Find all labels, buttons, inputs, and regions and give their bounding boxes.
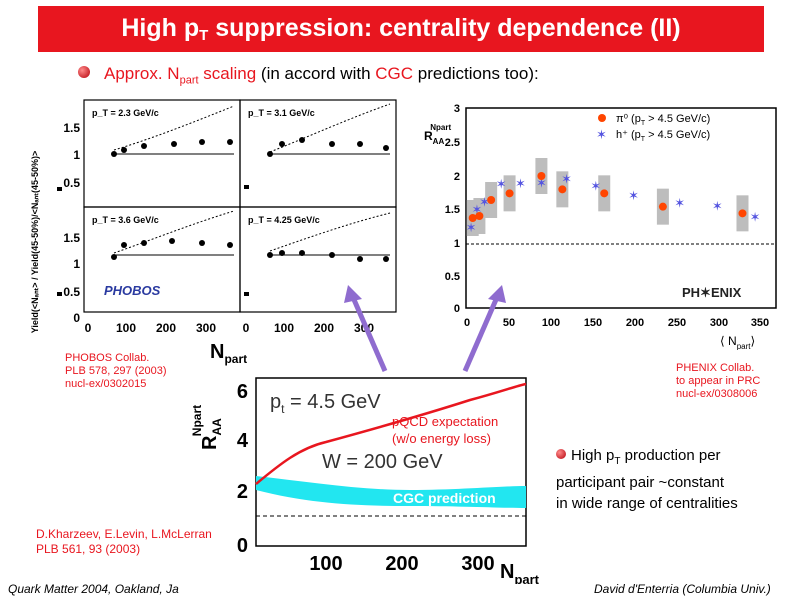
phenix-hplus-point: ✶ xyxy=(536,175,547,190)
svg-text:0: 0 xyxy=(243,321,250,335)
svg-text:1: 1 xyxy=(73,257,80,271)
svg-text:100: 100 xyxy=(274,321,294,335)
svg-text:300: 300 xyxy=(710,317,728,329)
footer-author: David d'Enterria (Columbia Univ.) xyxy=(594,582,771,596)
svg-text:300: 300 xyxy=(196,321,216,335)
phenix-hplus-point: ✶ xyxy=(712,199,723,214)
phenix-legend-pi0: π⁰ (pT > 4.5 GeV/c) xyxy=(616,113,710,127)
phenix-pi0-point xyxy=(600,189,609,198)
svg-text:100: 100 xyxy=(542,317,560,329)
phenix-hplus-point: ✶ xyxy=(561,171,572,186)
svg-text:2: 2 xyxy=(237,481,248,503)
svg-text:6: 6 xyxy=(237,381,248,403)
phenix-legend-hplus: h⁺ (pT > 4.5 GeV/c) xyxy=(616,129,710,143)
phenix-citation: PHENIX Collab. to appear in PRC nucl-ex/03… xyxy=(676,362,761,400)
cgc-ylabel: RAANpart xyxy=(190,405,224,450)
phenix-pi0-point xyxy=(537,172,546,180)
svg-text:100: 100 xyxy=(116,321,136,335)
svg-text:200: 200 xyxy=(385,553,418,575)
cgc-citation: D.Kharzeev, E.Levin, L.McLerran PLB 561, … xyxy=(36,527,212,556)
phenix-pi0-point xyxy=(475,212,484,220)
phenix-hplus-point: ✶ xyxy=(628,188,639,203)
phenix-hplus-point: ✶ xyxy=(750,209,761,224)
phobos-panel-3: p_T = 3.6 GeV/c PHOBOS xyxy=(83,206,241,313)
pqcd-curve xyxy=(255,382,527,485)
footer-conference: Quark Matter 2004, Oakland, Ja xyxy=(8,582,179,596)
svg-text:1: 1 xyxy=(454,238,460,250)
phenix-hplus-point: ✶ xyxy=(479,195,490,210)
cgc-band xyxy=(256,476,526,508)
svg-text:0.5: 0.5 xyxy=(445,271,460,283)
phenix-hplus-point: ✶ xyxy=(471,202,482,217)
phenix-ylabel: RAANpart xyxy=(424,123,451,146)
svg-text:p_T = 2.3 GeV/c: p_T = 2.3 GeV/c xyxy=(92,108,159,118)
phenix-hplus-point: ✶ xyxy=(515,176,526,191)
phenix-figure: RAANpart 3 2.5 2 1.5 1 0.5 0 0 50 100 15… xyxy=(424,103,777,350)
cgc-figure: RAANpart 6 4 2 0 100 200 300 Npart pt = … xyxy=(190,377,540,584)
svg-text:300: 300 xyxy=(461,553,494,575)
svg-text:4: 4 xyxy=(237,430,249,452)
phobos-panel-2: p_T = 3.1 GeV/c xyxy=(239,99,397,208)
phenix-pi0-point xyxy=(658,202,667,211)
phenix-logo: PH✶ENIX xyxy=(682,285,742,300)
cgc-xlabel: Npart xyxy=(500,561,540,584)
svg-text:0: 0 xyxy=(85,321,92,335)
phobos-figure: Yield(<Nₐₙₜ> / Yield(45-50%)/<Nₐₙₜ(45-50… xyxy=(30,99,397,366)
phenix-pi0-point xyxy=(468,214,477,222)
phenix-pi0-point xyxy=(487,196,496,204)
svg-text:1.5: 1.5 xyxy=(445,204,460,216)
cgc-pt-label: pt = 4.5 GeV xyxy=(270,391,381,416)
svg-text:150: 150 xyxy=(584,317,602,329)
svg-text:1: 1 xyxy=(73,148,80,162)
svg-text:200: 200 xyxy=(156,321,176,335)
svg-text:0: 0 xyxy=(73,311,80,325)
svg-text:p_T = 3.6 GeV/c: p_T = 3.6 GeV/c xyxy=(92,215,159,225)
phobos-ylabel: Yield(<Nₐₙₜ> / Yield(45-50%)/<Nₐₙₜ(45-50… xyxy=(30,151,40,334)
svg-text:0.5: 0.5 xyxy=(63,285,80,299)
svg-text:200: 200 xyxy=(626,317,644,329)
phenix-pi0-point xyxy=(738,209,747,218)
note-bullet-icon xyxy=(556,449,566,459)
phenix-pi0-point xyxy=(558,185,567,194)
svg-text:0: 0 xyxy=(464,317,470,329)
svg-text:2.5: 2.5 xyxy=(445,137,460,149)
phobos-panel-1: p_T = 2.3 GeV/c xyxy=(83,99,241,208)
phenix-hplus-point: ✶ xyxy=(674,195,685,210)
phenix-hplus-point: ✶ xyxy=(496,177,507,192)
svg-text:p_T = 3.1 GeV/c: p_T = 3.1 GeV/c xyxy=(248,108,315,118)
main-bullet: Approx. Npart scaling (in accord with CG… xyxy=(78,64,539,86)
svg-text:1.5: 1.5 xyxy=(63,231,80,245)
svg-text:0.5: 0.5 xyxy=(63,176,80,190)
phenix-pi0-point xyxy=(505,189,514,198)
cgc-w-label: W = 200 GeV xyxy=(322,451,443,473)
svg-text:1.5: 1.5 xyxy=(63,121,80,135)
pointer-arrows xyxy=(344,285,506,372)
svg-text:3: 3 xyxy=(454,103,460,115)
svg-text:2: 2 xyxy=(454,171,460,183)
conclusion-note: High pT production per participant pair … xyxy=(556,447,738,512)
svg-text:p_T = 4.25 GeV/c: p_T = 4.25 GeV/c xyxy=(248,215,320,225)
phobos-logo: PHOBOS xyxy=(104,283,161,298)
svg-text:0: 0 xyxy=(237,535,248,557)
phobos-xlabel: Npart xyxy=(210,341,247,366)
slide-title: High pT suppression: centrality dependen… xyxy=(38,6,764,52)
svg-text:250: 250 xyxy=(668,317,686,329)
bullet-icon xyxy=(78,66,90,78)
svg-text:200: 200 xyxy=(314,321,334,335)
pqcd-label-2: (w/o energy loss) xyxy=(392,431,491,446)
svg-text:✶: ✶ xyxy=(596,127,607,142)
pqcd-label-1: pQCD expectation xyxy=(392,414,498,429)
phenix-data-points: ✶✶✶✶ ✶ ✶ ✶ ✶✶ ✶ ✶✶ xyxy=(466,158,761,236)
phobos-citation: PHOBOS Collab. PLB 578, 297 (2003) nucl-ex… xyxy=(65,352,167,390)
svg-text:100: 100 xyxy=(309,553,342,575)
cgc-prediction-label: CGC prediction xyxy=(393,490,496,506)
phenix-hplus-point: ✶ xyxy=(466,220,477,235)
phobos-panel-4: p_T = 4.25 GeV/c xyxy=(239,206,397,313)
svg-text:0: 0 xyxy=(454,303,460,315)
svg-text:350: 350 xyxy=(751,317,769,329)
svg-text:50: 50 xyxy=(503,317,515,329)
phenix-xlabel: ⟨ Npart⟩ xyxy=(720,334,755,350)
phenix-hplus-point: ✶ xyxy=(590,179,601,194)
